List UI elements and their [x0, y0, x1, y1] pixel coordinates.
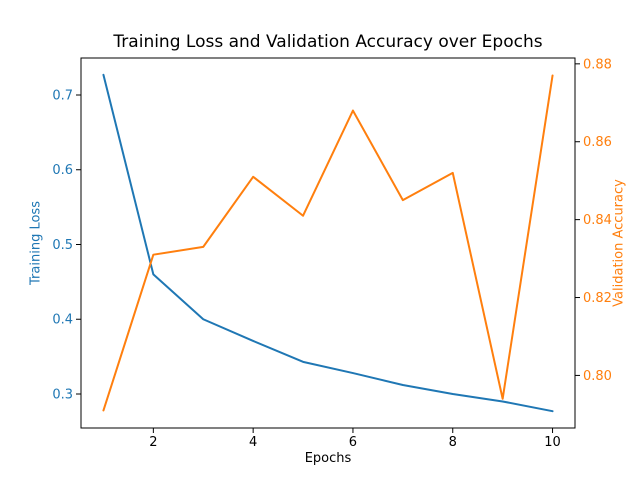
x-tick-label: 10 [544, 435, 561, 450]
y-right-tick-label: 0.86 [583, 135, 612, 150]
y-left-tick-label: 0.3 [52, 387, 73, 402]
y-left-tick-label: 0.4 [52, 313, 73, 328]
x-tick-label: 2 [149, 435, 157, 450]
series-line-left [102, 73, 554, 413]
axes-frame [80, 57, 576, 429]
y-right-tick-label: 0.80 [583, 369, 612, 384]
y-right-tick-label: 0.84 [583, 213, 612, 228]
y-right-tick-label: 0.88 [583, 57, 612, 72]
y-left-tick-label: 0.7 [52, 89, 73, 104]
chart-title: Training Loss and Validation Accuracy ov… [113, 32, 543, 52]
x-axis-label: Epochs [304, 451, 352, 466]
axis-ticks [76, 63, 580, 433]
y-right-tick-label: 0.82 [583, 291, 612, 306]
data-series-lines [102, 73, 554, 413]
x-tick-label: 4 [249, 435, 257, 450]
y-left-tick-label: 0.6 [52, 163, 73, 178]
x-tick-label: 6 [349, 435, 357, 450]
axis-tick-labels: 2 4 6 8 10 0.3 0.4 0.5 0.6 0.7 0.80 0.82 0.84 0.86 0.8… [52, 57, 612, 450]
series-line-right [102, 74, 554, 412]
axes-spines [80, 57, 576, 429]
y-left-tick-label: 0.5 [52, 238, 73, 253]
x-tick-label: 8 [449, 435, 457, 450]
